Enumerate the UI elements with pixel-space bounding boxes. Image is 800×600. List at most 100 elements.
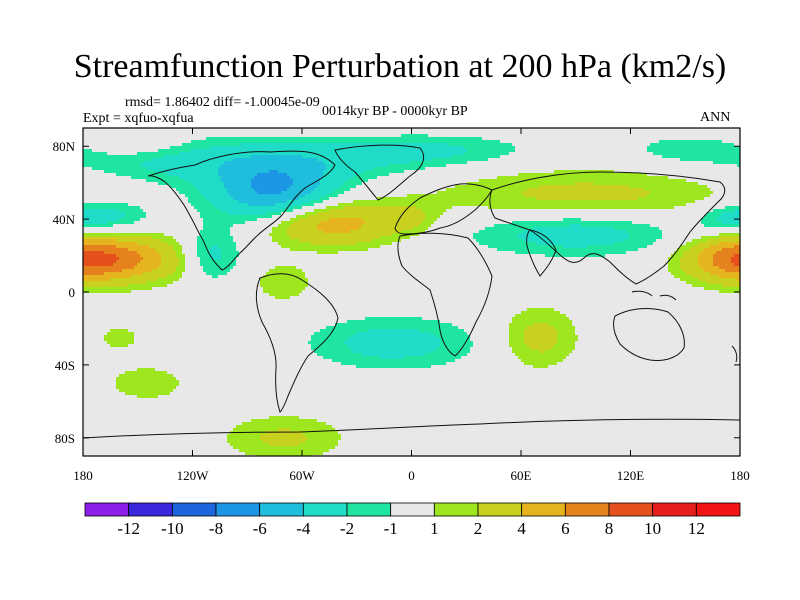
contour-cell [680,263,699,267]
contour-cell [227,188,255,192]
contour-cell [473,344,510,348]
contour-cell [575,344,740,348]
contour-cell [119,374,174,378]
contour-cell [191,149,468,153]
contour-cell [167,242,180,246]
contour-cell [272,239,300,243]
contour-cell [236,248,291,252]
contour-cell [182,245,198,249]
contour-cell [341,434,740,438]
contour-cell [176,188,198,192]
contour-cell [158,395,740,399]
colorbar-swatch [84,502,130,517]
contour-cell [260,281,309,285]
contour-cell [356,365,432,369]
contour-cell [557,329,576,333]
contour-cell [239,143,450,147]
contour-cell [125,215,147,219]
contour-cell [260,434,306,438]
contour-cell [701,236,720,240]
contour-cell [440,344,474,348]
contour-cell [116,386,177,390]
contour-cell [425,353,468,357]
colorbar-label: 8 [605,519,614,538]
colorbar-swatch [259,502,304,517]
colorbar-swatch [521,502,566,517]
contour-cell [83,383,117,387]
contour-cell [527,344,555,348]
colorbar-swatch [608,502,654,517]
contour-cell [218,173,258,177]
contour-cell [311,191,333,195]
contour-cell [275,296,291,300]
contour-cell [647,194,711,198]
contour-cell [557,338,579,342]
contour-cell [521,191,651,195]
contour-cell [329,197,378,201]
contour-cell [263,440,306,444]
contour-cell [173,248,183,252]
contour-cell [254,188,288,192]
contour-cell [368,179,480,183]
contour-cell [692,284,723,288]
contour-cell [320,179,348,183]
contour-cell [110,278,159,282]
contour-cell [380,245,489,249]
contour-cell [341,362,447,366]
contour-cell [527,188,645,192]
contour-cell [218,167,327,171]
contour-cell [287,173,324,177]
contour-cell [509,326,528,330]
contour-cell [83,410,740,414]
contour-cell [467,161,714,165]
contour-cell [251,155,303,159]
contour-cell [200,230,231,234]
x-tick-label: 60E [511,468,532,483]
contour-cell [179,242,198,246]
contour-cell [515,353,570,357]
contour-cell [311,335,351,339]
x-tick-label: 120E [617,468,645,483]
contour-cell [83,320,348,324]
contour-cell [425,215,441,219]
contour-cell [434,221,513,225]
contour-cell [128,344,312,348]
contour-cell [206,272,228,276]
contour-cell [227,272,267,276]
contour-cell [440,341,474,345]
contour-cell [293,182,321,186]
contour-cell [227,212,267,216]
contour-cell [707,239,740,243]
contour-cell [83,314,516,318]
contour-cell [626,230,663,234]
contour-cell [338,194,408,198]
contour-cell [236,263,669,267]
contour-cell [527,326,555,330]
contour-cell [662,233,720,237]
contour-cell [182,251,198,255]
contour-cell [104,335,135,339]
contour-cell [182,272,207,276]
contour-cell [338,440,740,444]
contour-cell [509,323,534,327]
contour-cell [296,266,669,270]
contour-cell [116,380,180,384]
contour-cell [299,218,330,222]
y-tick-label: 0 [69,285,76,300]
contour-cell [287,230,324,234]
contour-cell [320,197,330,201]
contour-cell [524,335,558,339]
contour-cell [233,224,279,228]
contour-cell [680,260,699,264]
contour-cell [293,206,303,210]
contour-cell [545,254,606,258]
contour-cell [131,290,264,294]
contour-cell [722,248,740,252]
contour-cell [704,269,726,273]
colorbar-swatch [302,502,348,517]
contour-cell [404,356,462,360]
contour-cell [467,353,516,357]
contour-cell [314,203,339,207]
contour-cell [155,170,219,174]
